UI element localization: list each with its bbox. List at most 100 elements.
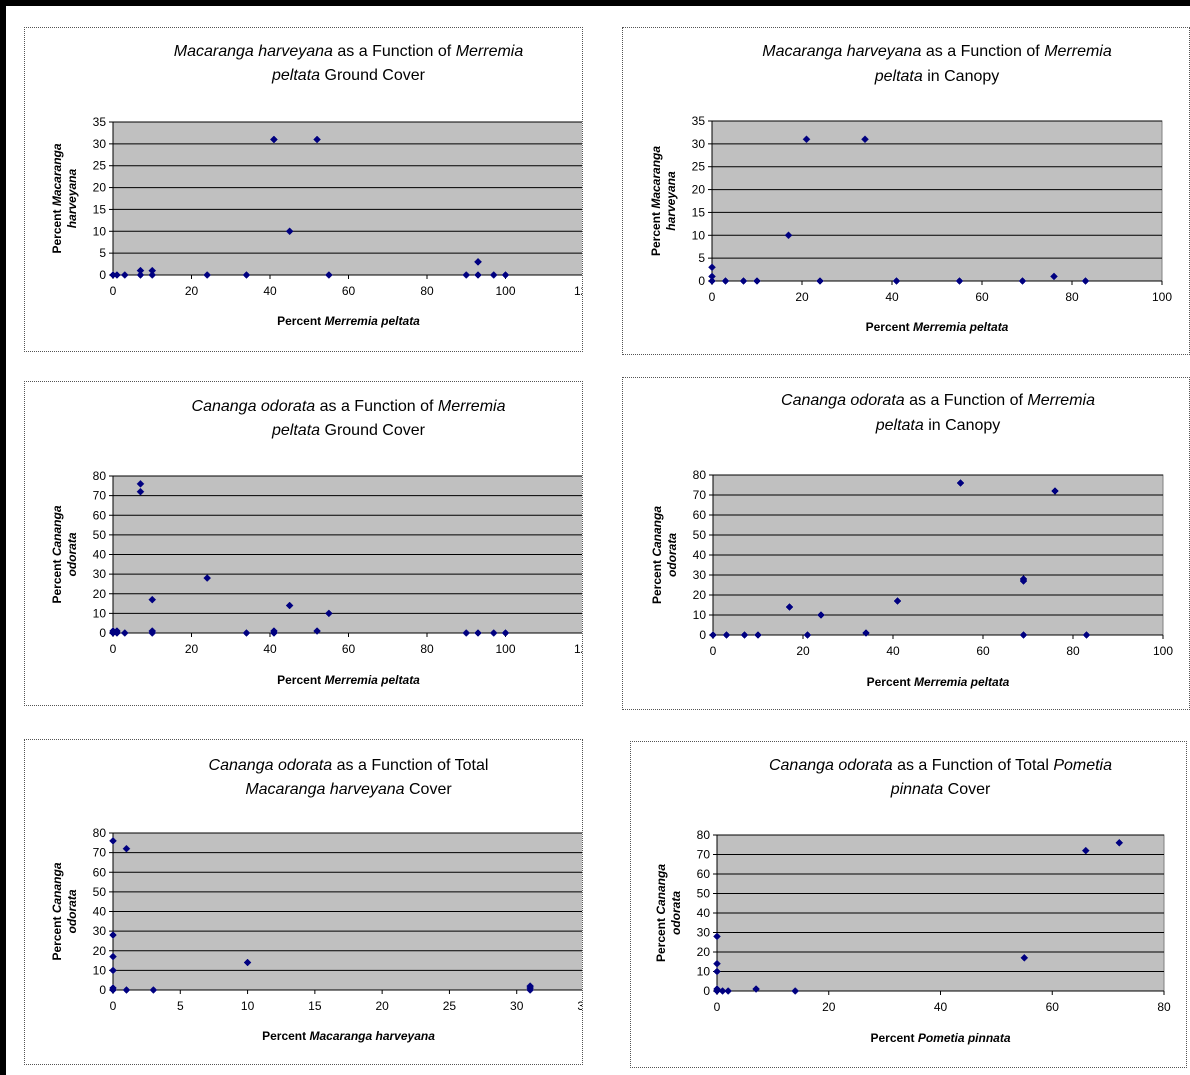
data-point <box>313 135 321 144</box>
data-point <box>462 629 471 637</box>
chart-title-line: Macaranga harveyana as a Function of Mer… <box>174 43 524 60</box>
y-tick-label: 80 <box>697 828 711 842</box>
data-point <box>489 629 498 637</box>
x-tick-label: 0 <box>110 642 117 656</box>
chart-title-line-part: peltata <box>874 68 923 85</box>
data-point <box>861 135 869 144</box>
chart-svg: Cananga odorata as a Function of Total Ma… <box>50 757 582 1043</box>
data-point <box>325 609 333 618</box>
y-axis-label-line-part: odorata <box>65 532 79 576</box>
data-point <box>862 629 870 637</box>
data-point <box>313 627 321 635</box>
chart-title-line-part: Merremia <box>456 43 524 60</box>
data-point <box>113 271 121 279</box>
data-point <box>713 959 721 968</box>
chart-title-line-part: in Canopy <box>923 68 1000 85</box>
data-point <box>136 266 145 275</box>
x-tick-label: 30 <box>510 999 524 1013</box>
x-tick-label: 10 <box>241 999 255 1013</box>
data-point <box>753 277 761 285</box>
y-tick-label: 40 <box>93 548 107 562</box>
y-axis-label-line: odorata <box>65 532 79 576</box>
x-tick-label: 80 <box>1066 644 1080 658</box>
chart-macaranga-vs-merremia-ground: Macaranga harveyana as a Function of Mer… <box>24 27 583 352</box>
x-tick-label: 0 <box>710 644 717 658</box>
y-axis-label-line: odorata <box>65 889 79 933</box>
chart-title-line: peltata in Canopy <box>875 417 1001 434</box>
x-axis-label-part: Percent <box>866 320 913 334</box>
chart-svg: Macaranga harveyana as a Function of Mer… <box>649 43 1172 334</box>
y-tick-label: 70 <box>693 488 707 502</box>
chart-title-line-part: Cananga odorata <box>192 398 316 415</box>
y-axis-label-line-part: Macaranga <box>50 143 64 206</box>
chart-title-line-part: Cananga odorata <box>769 757 893 774</box>
x-tick-label: 0 <box>110 999 117 1013</box>
x-tick-label: 100 <box>1152 290 1172 304</box>
y-tick-label: 30 <box>93 924 107 938</box>
chart-title-line-part: Pometia <box>1053 757 1112 774</box>
x-axis-label: Percent Merremia peltata <box>277 314 420 328</box>
data-point <box>892 277 901 285</box>
data-point <box>136 479 145 488</box>
x-tick-label: 5 <box>177 999 184 1013</box>
x-axis-label-part: Pometia pinnata <box>918 1031 1011 1045</box>
data-point <box>149 986 158 994</box>
chart-title-line-part: peltata <box>271 422 320 439</box>
y-tick-label: 70 <box>697 848 711 862</box>
data-point <box>791 987 800 995</box>
data-point <box>109 931 117 939</box>
chart-title-line-part: as a Function of <box>905 392 1028 409</box>
y-axis-label-line: Percent Cananga <box>50 862 64 960</box>
data-point <box>817 611 825 619</box>
x-tick-label: 120 <box>574 284 582 298</box>
data-point <box>474 629 482 637</box>
y-axis-label: Percent Cananga odorata <box>650 506 679 604</box>
data-point <box>120 629 129 637</box>
chart-title-line-part: Merremia <box>1044 43 1112 60</box>
y-tick-label: 80 <box>693 468 707 482</box>
data-point <box>489 271 498 279</box>
data-point <box>243 958 252 967</box>
data-point <box>462 271 471 279</box>
y-tick-label: 0 <box>99 268 106 282</box>
y-tick-label: 25 <box>93 159 107 173</box>
y-tick-label: 30 <box>693 568 707 582</box>
chart-cananga-vs-merremia-ground: Cananga odorata as a Function of Merremi… <box>24 381 583 706</box>
y-tick-label: 50 <box>697 887 711 901</box>
chart-title-line-part: as a Function of Total <box>332 757 488 774</box>
y-tick-label: 5 <box>99 246 106 260</box>
data-point <box>203 271 212 279</box>
data-point <box>708 263 716 272</box>
y-axis-label-line: Percent Cananga <box>650 506 664 604</box>
y-axis-label-line: odorata <box>665 533 679 577</box>
chart-macaranga-vs-merremia-canopy: Macaranga harveyana as a Function of Mer… <box>622 27 1190 355</box>
data-point <box>474 258 482 266</box>
data-point <box>242 271 251 279</box>
y-tick-label: 50 <box>693 528 707 542</box>
data-point <box>802 135 811 144</box>
chart-title-line: peltata in Canopy <box>874 68 1000 85</box>
chart-cananga-vs-macaranga-total: Cananga odorata as a Function of Total Ma… <box>24 739 583 1065</box>
x-tick-label: 0 <box>110 284 117 298</box>
chart-title-line-part: Macaranga harveyana <box>245 781 404 798</box>
y-tick-label: 10 <box>692 228 706 242</box>
y-tick-label: 15 <box>93 202 107 216</box>
y-tick-label: 0 <box>703 984 710 998</box>
chart-title-line-part: as a Function of <box>315 398 438 415</box>
y-axis-label: Percent Cananga odorata <box>50 862 79 960</box>
x-axis-label: Percent Merremia peltata <box>277 673 420 687</box>
data-point <box>109 836 117 845</box>
data-point <box>1115 838 1124 847</box>
y-tick-label: 60 <box>693 508 707 522</box>
data-point <box>285 227 294 236</box>
x-tick-label: 60 <box>1046 1000 1060 1014</box>
y-tick-label: 35 <box>93 115 107 129</box>
data-point <box>109 986 117 994</box>
x-axis-label-part: Percent <box>262 1029 309 1043</box>
x-axis-label: Percent Merremia peltata <box>867 675 1010 689</box>
y-axis-label-line-part: Cananga <box>50 862 64 913</box>
x-tick-label: 40 <box>263 284 277 298</box>
x-tick-label: 20 <box>375 999 389 1013</box>
x-tick-label: 20 <box>822 1000 836 1014</box>
data-point <box>120 271 129 279</box>
